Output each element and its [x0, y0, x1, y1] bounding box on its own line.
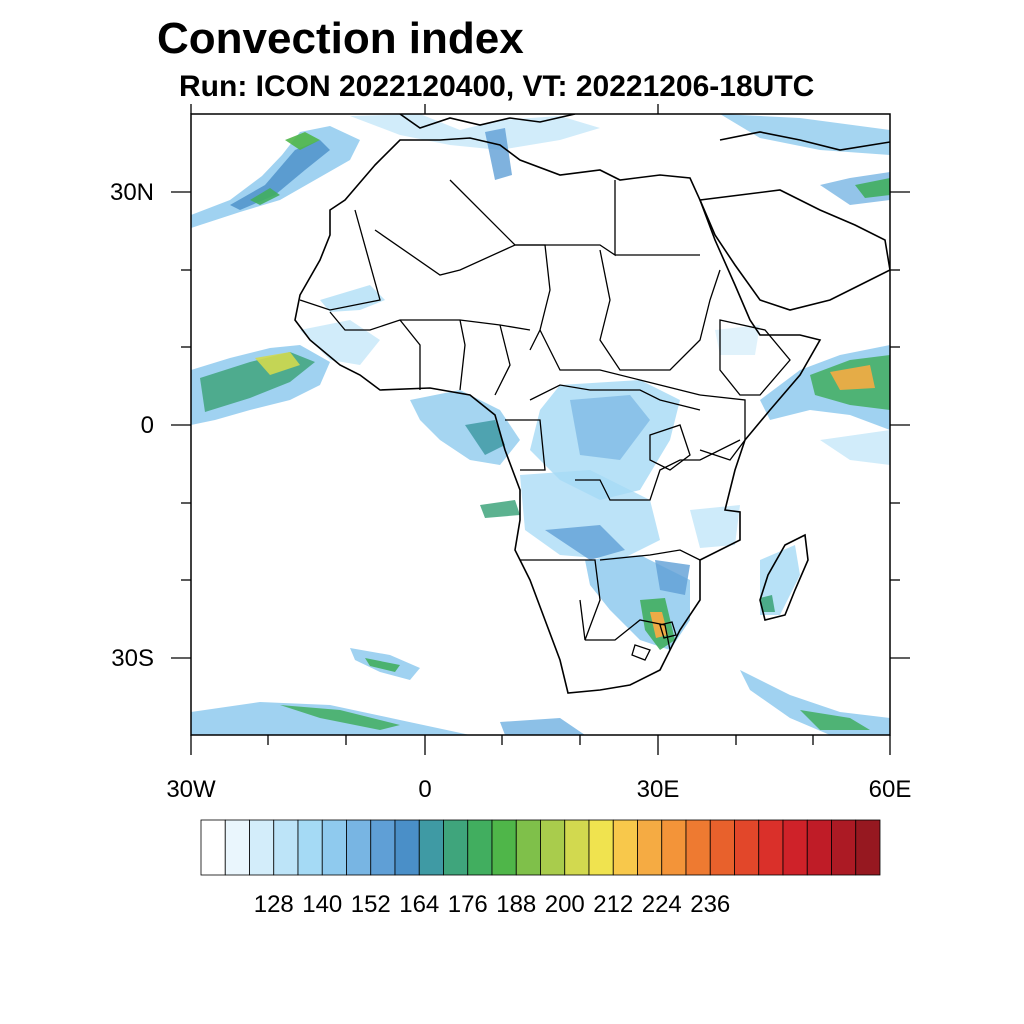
colorbar-box — [418, 819, 444, 876]
colorbar-box — [346, 819, 372, 876]
colorbar-box — [855, 819, 881, 876]
colorbar-box — [491, 819, 517, 876]
colorbar-labels: 128 140 152 164 176 188 200 212 224 236 — [254, 891, 731, 918]
colorbar-label: 164 — [399, 891, 439, 918]
colorbar-box — [588, 819, 614, 876]
colorbar-label: 140 — [302, 891, 342, 918]
country-borders — [299, 179, 791, 661]
lon-label-0: 0 — [418, 776, 431, 803]
colorbar-box — [709, 819, 735, 876]
colorbar-box — [467, 819, 493, 876]
axis-ticks — [171, 104, 910, 755]
colorbar-box — [297, 819, 323, 876]
colorbar-box — [394, 819, 420, 876]
chart-subtitle: Run: ICON 2022120400, VT: 20221206-18UTC — [179, 70, 815, 103]
lon-label-30w: 30W — [166, 776, 216, 803]
colorbar-box — [224, 819, 250, 876]
colorbar-box — [806, 819, 832, 876]
colorbar-box — [540, 819, 566, 876]
colorbar-label: 224 — [642, 891, 682, 918]
europe-coastline — [399, 114, 576, 129]
colorbar-label: 176 — [448, 891, 488, 918]
colorbar-box — [515, 819, 541, 876]
colorbar-box — [564, 819, 590, 876]
colorbar-box — [782, 819, 808, 876]
colorbar-label: 200 — [545, 891, 585, 918]
colorbar-box — [321, 819, 347, 876]
lat-label-0: 0 — [141, 412, 154, 439]
colorbar-label: 188 — [496, 891, 536, 918]
field-congo — [410, 390, 520, 465]
colorbar-box — [831, 819, 857, 876]
colorbar-box — [612, 819, 638, 876]
colorbar-label: 152 — [351, 891, 391, 918]
colorbar-box — [249, 819, 275, 876]
colorbar-box — [685, 819, 711, 876]
colorbar-box — [370, 819, 396, 876]
africa-coastline — [294, 137, 822, 694]
convection-field — [191, 114, 890, 735]
colorbar — [200, 819, 881, 876]
lon-label-30e: 30E — [637, 776, 680, 803]
colorbar-box — [661, 819, 687, 876]
colorbar-label: 236 — [690, 891, 730, 918]
colorbar-box — [443, 819, 469, 876]
madagascar-coastline — [759, 533, 809, 621]
lon-label-60e: 60E — [869, 776, 912, 803]
colorbar-label: 212 — [593, 891, 633, 918]
colorbar-label: 128 — [254, 891, 294, 918]
arabia-coastline — [698, 189, 890, 311]
colorbar-box — [637, 819, 663, 876]
lat-label-30s: 30S — [111, 645, 154, 672]
colorbar-box — [200, 819, 226, 876]
lat-label-30n: 30N — [110, 179, 154, 206]
colorbar-box — [273, 819, 299, 876]
coastlines — [294, 114, 890, 694]
chart-title: Convection index — [157, 14, 524, 63]
colorbar-box — [734, 819, 760, 876]
field-mediterranean — [350, 114, 600, 150]
colorbar-box — [758, 819, 784, 876]
